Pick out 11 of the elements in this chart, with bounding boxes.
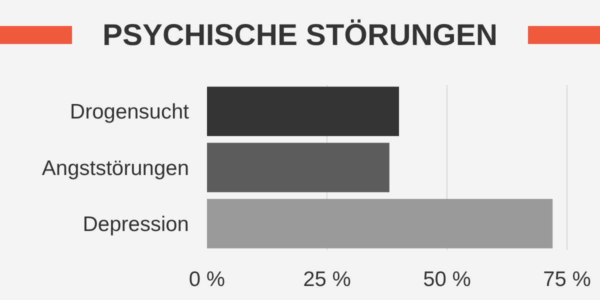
y-tick-label: Angststörungen [42, 156, 189, 180]
x-tick-label: 50 % [423, 268, 471, 291]
bar [207, 86, 399, 136]
y-tick-label: Drogensucht [70, 100, 190, 124]
bar [207, 142, 390, 192]
x-tick-label: 75 % [543, 268, 591, 291]
x-tick-label: 25 % [303, 268, 351, 291]
bar [207, 198, 553, 248]
x-tick-label: 0 % [188, 268, 226, 291]
y-tick-label: Depression [82, 212, 189, 236]
chart-title: PSYCHISCHE STÖRUNGEN [102, 19, 498, 52]
